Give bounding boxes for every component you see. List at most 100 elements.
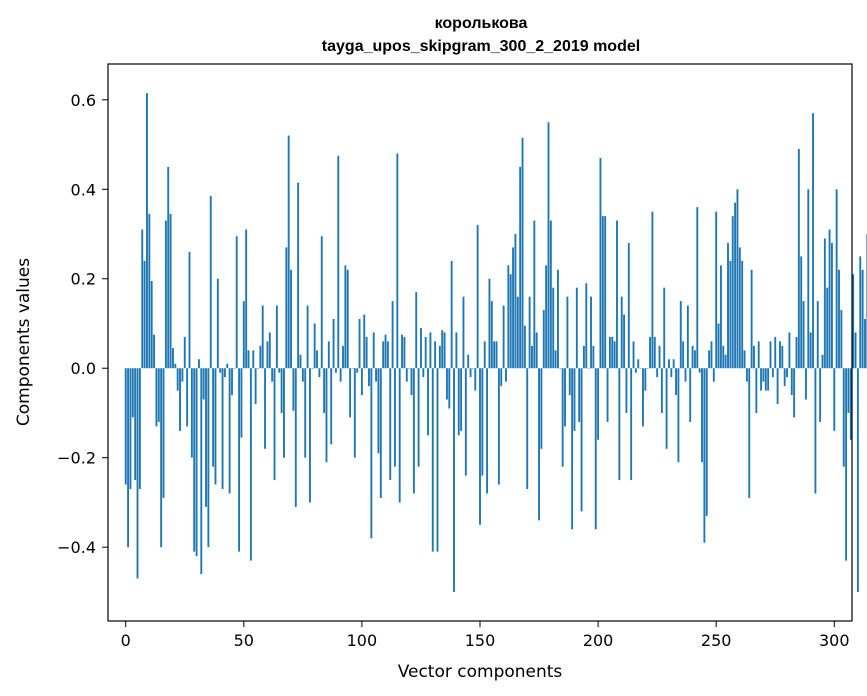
bar [403,336,406,369]
bar [807,189,810,369]
bar [375,368,378,382]
bar [316,350,318,369]
bar [334,368,337,373]
bar [781,345,784,369]
bar [188,251,191,369]
bar [301,368,304,382]
bar [568,368,571,396]
bar [703,368,706,543]
x-tick-label: 300 [819,631,850,650]
bar [790,368,793,396]
bar [531,345,533,369]
bar [613,341,616,369]
bar [849,368,852,440]
bar [219,368,222,373]
bar [228,368,231,494]
bar [405,368,408,382]
bar [575,287,578,369]
bar [479,368,481,525]
bar [160,368,163,548]
bar [467,354,470,369]
bar [816,301,819,369]
bar [578,368,581,422]
bar [540,368,543,449]
bar [195,368,198,557]
bar [545,265,548,369]
bar [573,368,576,431]
bar [776,368,779,405]
chart-subtitle: tayga_upos_skipgram_300_2_2019 model [322,38,640,55]
bar [297,182,300,369]
bar [299,354,302,369]
bar [268,332,271,369]
bar [533,220,536,369]
x-axis-label: Vector components [398,662,563,682]
bar [693,350,696,369]
bar [448,368,451,409]
bar [476,225,479,369]
bar [757,341,760,369]
bar [363,314,366,369]
bar [488,278,491,369]
bar [620,296,623,369]
bar [202,368,205,400]
bar [493,341,496,369]
bar [304,368,307,458]
bar [547,122,550,369]
chart-title: королькова [435,15,528,32]
bar [415,292,418,369]
bar [755,368,758,413]
bar [214,368,217,485]
bar [240,368,243,438]
bar [745,368,748,382]
bar [587,368,590,369]
bar [394,368,396,467]
bar [172,348,174,369]
bar [523,325,526,369]
bar [323,368,326,413]
bar [691,345,694,369]
bar [705,368,708,516]
bar [783,368,786,387]
bar [358,319,361,369]
bar [356,368,359,373]
bar [660,368,663,413]
bar [197,359,200,369]
bar [429,332,432,369]
bar [124,368,127,485]
bar [675,368,677,396]
bar [382,341,385,369]
bar [677,368,680,463]
bar [153,334,155,369]
bar [585,283,588,369]
bar [611,336,614,369]
bar [864,319,866,369]
bar [830,242,833,369]
bar [462,296,465,369]
bar [259,345,262,369]
bar [275,305,278,369]
y-tick-label: −0.2 [57,449,96,468]
bar [434,341,437,369]
y-tick-label: 0.0 [71,359,96,378]
bar [134,368,137,481]
bar [306,305,309,369]
bar [401,334,403,369]
bar [292,368,295,411]
bar [684,368,687,382]
bar [441,330,444,369]
bar [608,336,611,369]
bar [455,332,458,369]
bar [712,368,715,382]
bar [481,368,484,476]
bar [542,310,545,369]
bar [391,301,394,369]
bar [566,296,569,369]
bar [738,247,741,369]
bar [264,368,267,449]
bar [682,341,685,369]
bar [450,260,453,369]
bar [249,368,252,561]
bar [727,242,729,369]
bar [717,323,720,369]
